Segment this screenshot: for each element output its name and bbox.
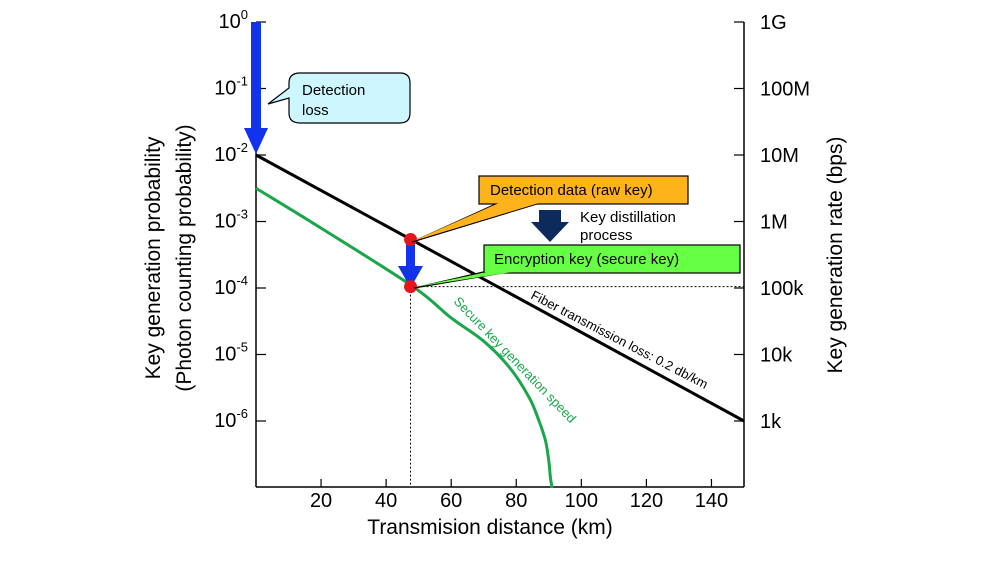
y-right-tick-label: 10k [760,345,793,367]
y-right-tick-label: 10M [760,145,799,167]
x-tick-label: 60 [440,490,462,512]
y-left-tick-label: 10-1 [214,74,248,100]
detection-loss-arrow [244,22,268,154]
data-point-marker [404,280,418,294]
secure-key-callout: Encryption key (secure key) [413,244,741,289]
y-right-tick-label: 1M [760,212,788,234]
series-layer [255,153,745,488]
x-tick-label: 80 [505,490,527,512]
y-left-axis-title-line2: (Photon counting probability) [173,124,196,391]
detection-loss-label-line1: Detection [302,82,365,99]
detection-loss-label-line2: loss [302,102,329,119]
y-right-axis-title: Key generation rate (bps) [824,137,847,374]
key-distillation-arrow [398,244,423,288]
distillation-arrow [531,210,569,242]
y-left-tick-label: 100 [219,7,248,33]
distillation-label-line2: process [580,227,633,244]
y-left-tick-label: 10-4 [214,273,248,299]
marker-layer [404,232,418,294]
x-tick-label: 100 [565,490,598,512]
data-point-marker [404,232,418,246]
fiber-loss-line [255,153,745,423]
x-tick-label: 40 [375,490,397,512]
x-tick-label: 20 [310,490,332,512]
y-right-ticks: 1G 100M 10M 1M 100k 10k 1k [734,12,810,433]
distillation-label-line1: Key distillation [580,209,676,226]
fiber-loss-label: Fiber transmission loss: 0.2 db/km [529,287,711,391]
y-right-tick-label: 100M [760,79,810,101]
y-right-tick-label: 1k [760,411,782,433]
secure-key-curve [255,186,554,488]
y-right-tick-label: 1G [760,12,787,34]
y-right-tick-label: 100k [760,278,804,300]
x-ticks: 20 40 60 80 100 120 140 [310,479,728,512]
x-axis-title: Transmision distance (km) [367,516,612,539]
detection-loss-callout: Detection loss [267,72,411,124]
y-left-tick-label: 10-5 [214,340,248,366]
raw-key-label: Detection data (raw key) [490,182,653,199]
y-left-tick-label: 10-2 [214,140,248,166]
x-tick-label: 120 [630,490,663,512]
y-left-axis-title-line1: Key generation probability [142,136,165,379]
y-left-tick-label: 10-3 [214,207,248,233]
secure-key-label: Encryption key (secure key) [494,251,679,268]
raw-key-callout: Detection data (raw key) [411,175,689,243]
y-left-tick-label: 10-6 [214,406,248,432]
y-left-ticks: 100 10-1 10-2 10-3 10-4 10-5 10-6 [214,7,266,432]
x-tick-label: 140 [695,490,728,512]
